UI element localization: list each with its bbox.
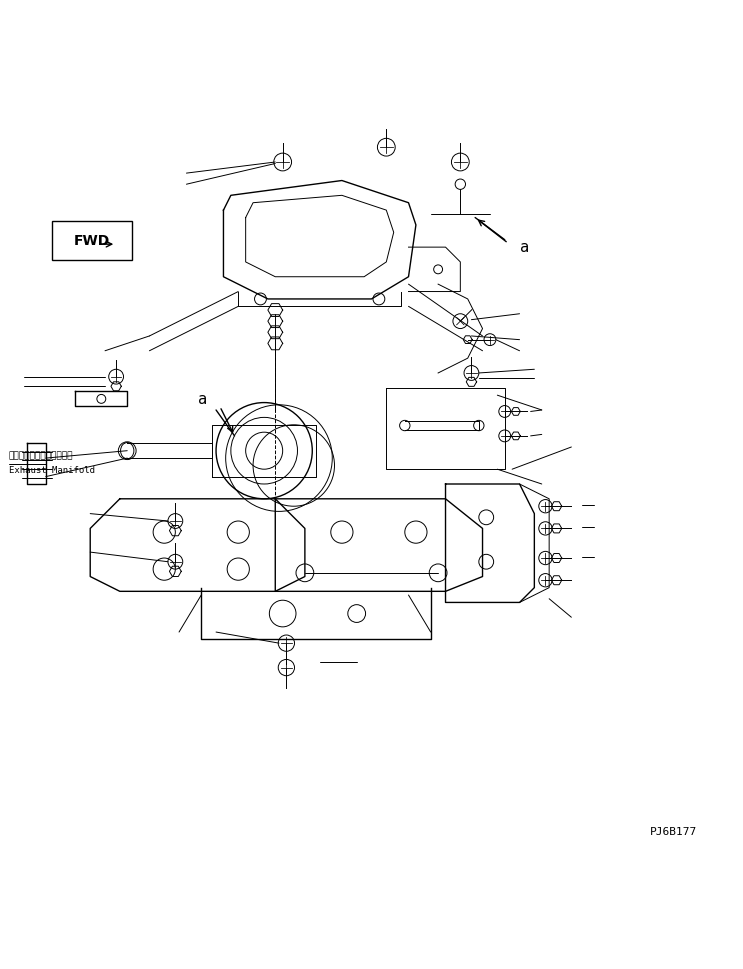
Text: a: a — [519, 239, 529, 255]
Text: PJ6B177: PJ6B177 — [650, 826, 697, 835]
Text: エキゾーストマニホールド: エキゾーストマニホールド — [9, 451, 74, 459]
Text: Exhaust Manifold: Exhaust Manifold — [9, 465, 95, 474]
FancyBboxPatch shape — [52, 222, 132, 261]
Text: FWD: FWD — [74, 234, 110, 248]
Text: a: a — [198, 391, 207, 406]
